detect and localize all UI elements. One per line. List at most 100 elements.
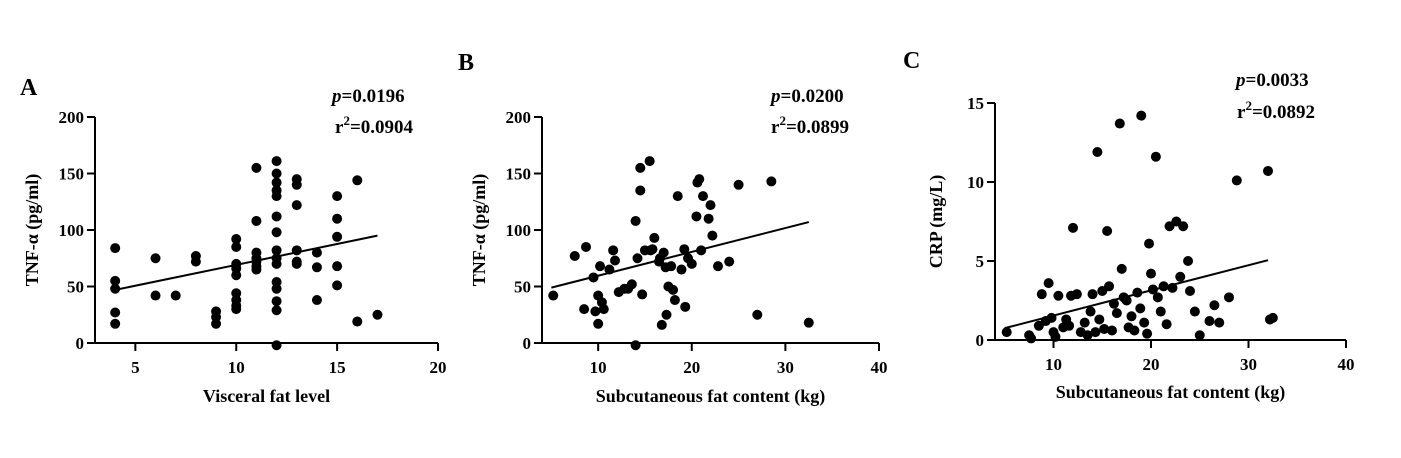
y-axis-title: TNF-α (pg/ml) <box>22 174 43 287</box>
data-point <box>271 296 282 307</box>
data-point <box>1178 221 1189 232</box>
data-point <box>647 244 658 255</box>
data-point <box>644 156 655 167</box>
data-point <box>1204 316 1215 327</box>
data-point <box>291 245 302 256</box>
data-point <box>1043 278 1054 289</box>
data-point <box>1175 271 1186 282</box>
x-axis-title: Subcutaneous fat content (kg) <box>596 386 826 407</box>
data-point <box>1108 298 1119 309</box>
data-point <box>1104 281 1115 292</box>
data-point <box>1114 118 1125 129</box>
y-tick-label: 10 <box>967 173 984 192</box>
p-value-label: p=0.0200 <box>769 86 844 107</box>
data-point <box>679 244 690 255</box>
data-point <box>1129 325 1140 336</box>
data-point <box>110 307 121 318</box>
data-point <box>271 191 282 202</box>
data-point <box>669 295 680 306</box>
panel-b: B 10 20 30 40 0 50 100 150 200 Subcutaneous fat co… <box>458 50 888 407</box>
panel-letter: B <box>458 50 474 76</box>
data-point <box>1158 281 1169 292</box>
data-point <box>1064 320 1075 331</box>
data-point <box>1111 308 1122 319</box>
data-point <box>658 247 669 258</box>
data-point <box>694 174 705 185</box>
data-point <box>608 245 619 256</box>
data-point <box>686 258 697 269</box>
data-point <box>271 283 282 294</box>
data-point <box>170 290 181 301</box>
data-point <box>580 241 591 252</box>
data-point <box>231 234 242 245</box>
data-point <box>352 175 363 186</box>
data-point <box>251 264 262 275</box>
data-point <box>593 318 604 329</box>
data-point <box>1082 330 1093 341</box>
data-point <box>110 275 121 286</box>
y-tick-label: 0 <box>523 334 532 353</box>
panel-c: C 10 20 30 40 0 5 10 15 Subcutaneous fat content … <box>903 48 1355 403</box>
data-point <box>1142 328 1153 339</box>
y-tick-label: 150 <box>59 165 85 184</box>
x-tick-label: 5 <box>131 358 140 377</box>
y-tick-label: 100 <box>506 221 532 240</box>
data-point <box>1126 311 1137 322</box>
data-point <box>676 264 687 275</box>
x-tick-label: 20 <box>683 358 700 377</box>
data-point <box>231 304 242 315</box>
data-point <box>1263 165 1273 176</box>
data-point <box>1136 110 1147 121</box>
panel-letter: C <box>903 48 920 74</box>
data-point <box>626 279 637 290</box>
data-point <box>271 245 282 256</box>
data-point <box>1146 268 1156 279</box>
data-point <box>637 289 648 300</box>
data-point <box>588 272 599 283</box>
x-tick-label: 30 <box>1240 355 1257 374</box>
data-point <box>705 200 716 211</box>
r-squared-label: r2=0.0899 <box>771 113 849 138</box>
data-point <box>696 245 707 256</box>
data-point <box>1144 238 1155 249</box>
data-point <box>569 250 580 261</box>
data-point <box>1147 284 1158 295</box>
data-point <box>271 258 282 269</box>
data-point <box>595 261 606 272</box>
data-point <box>190 256 201 267</box>
data-point <box>1053 290 1064 301</box>
data-point <box>590 306 601 317</box>
data-point <box>332 191 343 202</box>
data-point <box>1132 287 1143 298</box>
data-point <box>666 261 677 272</box>
data-point <box>724 256 735 267</box>
data-point <box>271 211 282 222</box>
data-point <box>332 261 343 272</box>
data-point <box>1189 306 1200 317</box>
data-point <box>1001 327 1012 338</box>
data-point <box>1087 289 1098 300</box>
data-point <box>1139 317 1150 328</box>
y-tick-label: 0 <box>976 331 985 350</box>
data-point <box>1155 306 1166 317</box>
data-point <box>251 162 262 173</box>
x-tick-label: 30 <box>777 358 794 377</box>
data-point <box>752 309 763 320</box>
data-point <box>110 318 121 329</box>
data-point <box>1167 282 1178 293</box>
data-point <box>1092 146 1103 157</box>
data-point <box>311 295 322 306</box>
data-point <box>1102 225 1113 236</box>
y-axis-title: TNF-α (pg/ml) <box>469 174 490 287</box>
data-point <box>1085 306 1096 317</box>
r-squared-label: r2=0.0904 <box>335 113 414 138</box>
data-point <box>271 177 282 188</box>
data-point <box>766 176 777 187</box>
x-tick-label: 10 <box>1045 355 1062 374</box>
data-point <box>150 290 161 301</box>
y-tick-label: 150 <box>506 165 532 184</box>
x-tick-label: 10 <box>590 358 607 377</box>
data-point <box>579 304 590 315</box>
y-tick-label: 15 <box>967 94 984 113</box>
data-point <box>635 185 646 196</box>
